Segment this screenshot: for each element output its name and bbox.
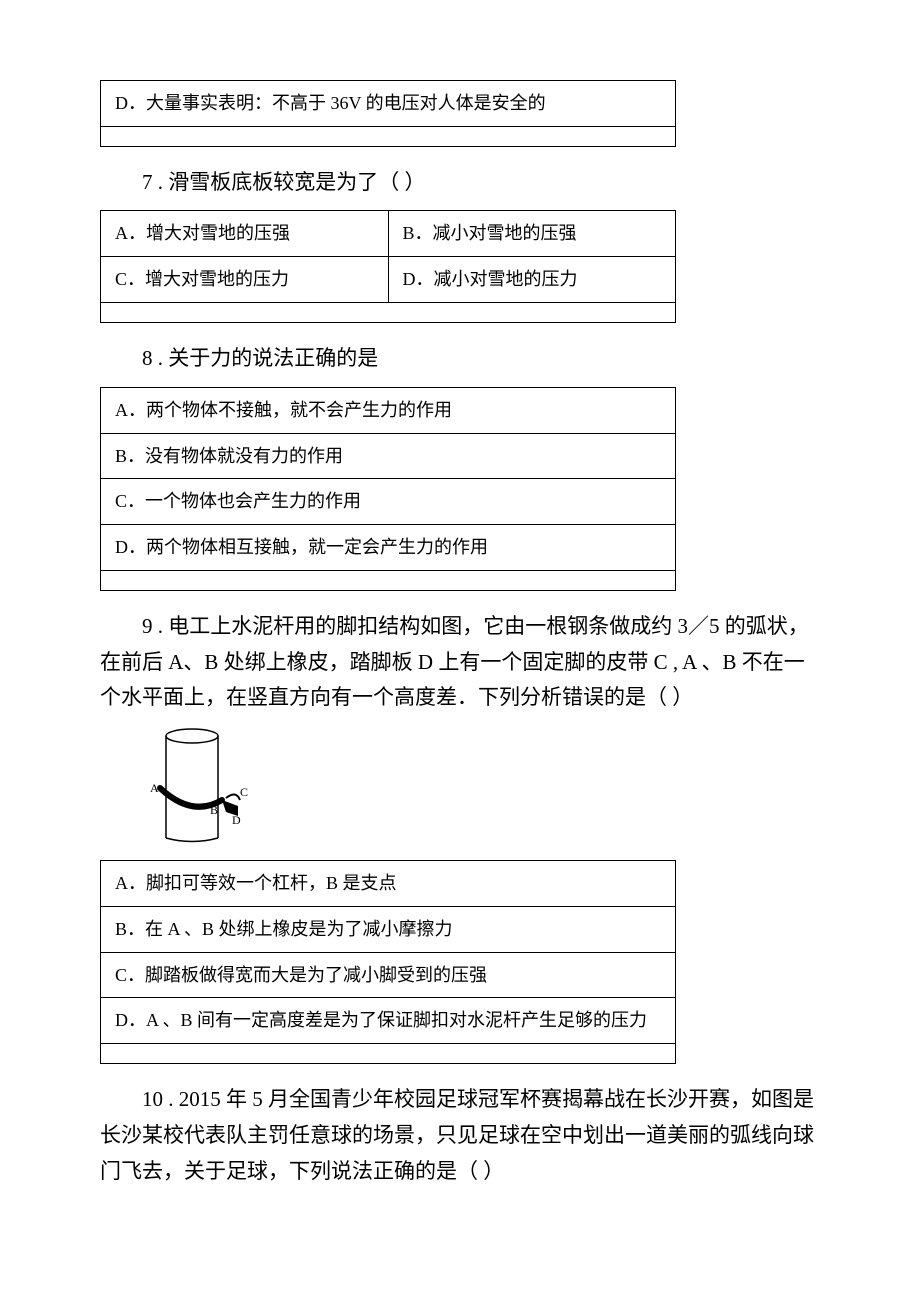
q9-text: 9 . 电工上水泥杆用的脚扣结构如图，它由一根钢条做成约 3／5 的弧状，在前后…	[100, 609, 820, 716]
q7-option-c: C．增大对雪地的压力	[101, 257, 389, 303]
q6-empty-cell	[101, 126, 676, 146]
q9-option-d: D．A 、B 间有一定高度差是为了保证脚扣对水泥杆产生足够的压力	[101, 998, 676, 1044]
q8-text: 8 . 关于力的说法正确的是	[100, 341, 820, 377]
q8-option-a: A．两个物体不接触，就不会产生力的作用	[101, 387, 676, 433]
q10-text-block: 10 . 2015 年 5 月全国青少年校园足球冠军杯赛揭幕战在长沙开赛，如图是…	[100, 1082, 820, 1189]
q8-empty-cell	[101, 570, 676, 590]
q6-option-d: D．大量事实表明：不高于 36V 的电压对人体是安全的	[101, 81, 676, 127]
q9-option-b: B．在 A 、B 处绑上橡皮是为了减小摩擦力	[101, 906, 676, 952]
q9-figure-label-c: C	[240, 785, 248, 799]
q9-figure: A B C D	[140, 726, 820, 846]
q9-empty-cell	[101, 1044, 676, 1064]
q8-option-b: B．没有物体就没有力的作用	[101, 433, 676, 479]
q7-option-b: B．减小对雪地的压强	[388, 211, 676, 257]
q8-option-d: D．两个物体相互接触，就一定会产生力的作用	[101, 525, 676, 571]
q8-option-c: C．一个物体也会产生力的作用	[101, 479, 676, 525]
q9-options-table: A．脚扣可等效一个杠杆，B 是支点 B．在 A 、B 处绑上橡皮是为了减小摩擦力…	[100, 860, 676, 1064]
q7-option-a: A．增大对雪地的压强	[101, 211, 389, 257]
q8-options-table: A．两个物体不接触，就不会产生力的作用 B．没有物体就没有力的作用 C．一个物体…	[100, 387, 676, 591]
q7-option-d: D．减小对雪地的压力	[388, 257, 676, 303]
q7-empty-cell	[101, 303, 676, 323]
q7-text: 7 . 滑雪板底板较宽是为了（ ）	[100, 165, 820, 201]
q10-text: 10 . 2015 年 5 月全国青少年校园足球冠军杯赛揭幕战在长沙开赛，如图是…	[100, 1082, 820, 1189]
q9-option-c: C．脚踏板做得宽而大是为了减小脚受到的压强	[101, 952, 676, 998]
q9-figure-label-b: B	[210, 803, 218, 817]
q7-options-table: A．增大对雪地的压强 B．减小对雪地的压强 C．增大对雪地的压力 D．减小对雪地…	[100, 210, 676, 323]
q9-text-block: 9 . 电工上水泥杆用的脚扣结构如图，它由一根钢条做成约 3／5 的弧状，在前后…	[100, 609, 820, 716]
q9-diagram-icon: A B C D	[140, 726, 250, 846]
q9-figure-label-d: D	[232, 813, 241, 827]
q9-option-a: A．脚扣可等效一个杠杆，B 是支点	[101, 861, 676, 907]
q6-options-table: D．大量事实表明：不高于 36V 的电压对人体是安全的	[100, 80, 676, 147]
q9-figure-label-a: A	[150, 781, 159, 795]
